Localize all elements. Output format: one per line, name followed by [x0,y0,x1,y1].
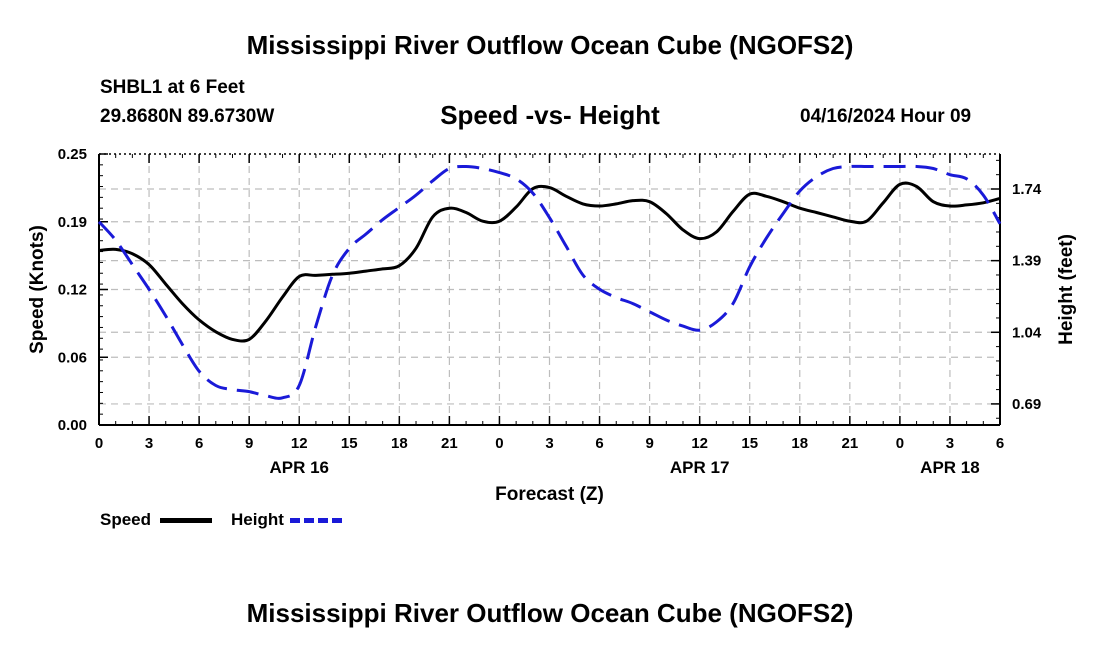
y-axis-title-left: Speed (Knots) [27,225,48,354]
y-axis-title-right: Height (feet) [1056,234,1077,345]
y-left-tick-label: 0.19 [58,214,87,231]
chart-subtitle: Speed -vs- Height [440,100,660,130]
station-label: SHBL1 at 6 Feet [100,77,245,98]
x-tick-label: 0 [896,435,904,452]
page-title-top: Mississippi River Outflow Ocean Cube (NG… [246,30,854,60]
x-tick-label: 12 [291,435,308,452]
x-tick-label: 0 [495,435,503,452]
x-tick-label: 15 [741,435,758,452]
x-tick-label: 18 [391,435,408,452]
legend-speed-swatch [160,518,212,523]
y-right-tick-label: 1.74 [1012,181,1042,198]
legend-speed-label: Speed [100,510,152,529]
y-left-tick-label: 0.25 [58,146,87,163]
date-label: APR 18 [920,458,980,477]
y-right-tick-label: 1.39 [1012,253,1041,270]
y-left-tick-label: 0.12 [58,282,87,299]
x-tick-label: 3 [946,435,954,452]
series-height-line [97,164,1002,400]
x-tick-label: 9 [645,435,653,452]
coordinates-label: 29.8680N 89.6730W [100,106,275,127]
x-tick-label: 0 [95,435,103,452]
date-label: APR 17 [670,458,730,477]
legend-height-swatch [290,518,342,523]
x-tick-label: 6 [595,435,603,452]
legend-height-label: Height [231,510,284,529]
series-speed-line [98,181,1001,343]
forecast-timestamp: 04/16/2024 Hour 09 [800,106,972,127]
y-left-tick-label: 0.00 [58,417,87,434]
x-tick-label: 21 [441,435,458,452]
y-right-tick-label: 0.69 [1012,396,1041,413]
x-tick-label: 3 [545,435,553,452]
x-tick-label: 6 [195,435,203,452]
x-tick-label: 18 [791,435,808,452]
x-tick-label: 3 [145,435,153,452]
date-label: APR 16 [269,458,329,477]
x-axis-title: Forecast (Z) [495,484,604,505]
y-right-tick-label: 1.04 [1012,324,1042,341]
y-left-tick-label: 0.06 [58,349,87,366]
page-title-bottom: Mississippi River Outflow Ocean Cube (NG… [246,598,854,628]
x-tick-label: 21 [841,435,858,452]
x-tick-label: 12 [691,435,708,452]
x-tick-label: 6 [996,435,1004,452]
x-tick-label: 15 [341,435,358,452]
x-tick-label: 9 [245,435,253,452]
